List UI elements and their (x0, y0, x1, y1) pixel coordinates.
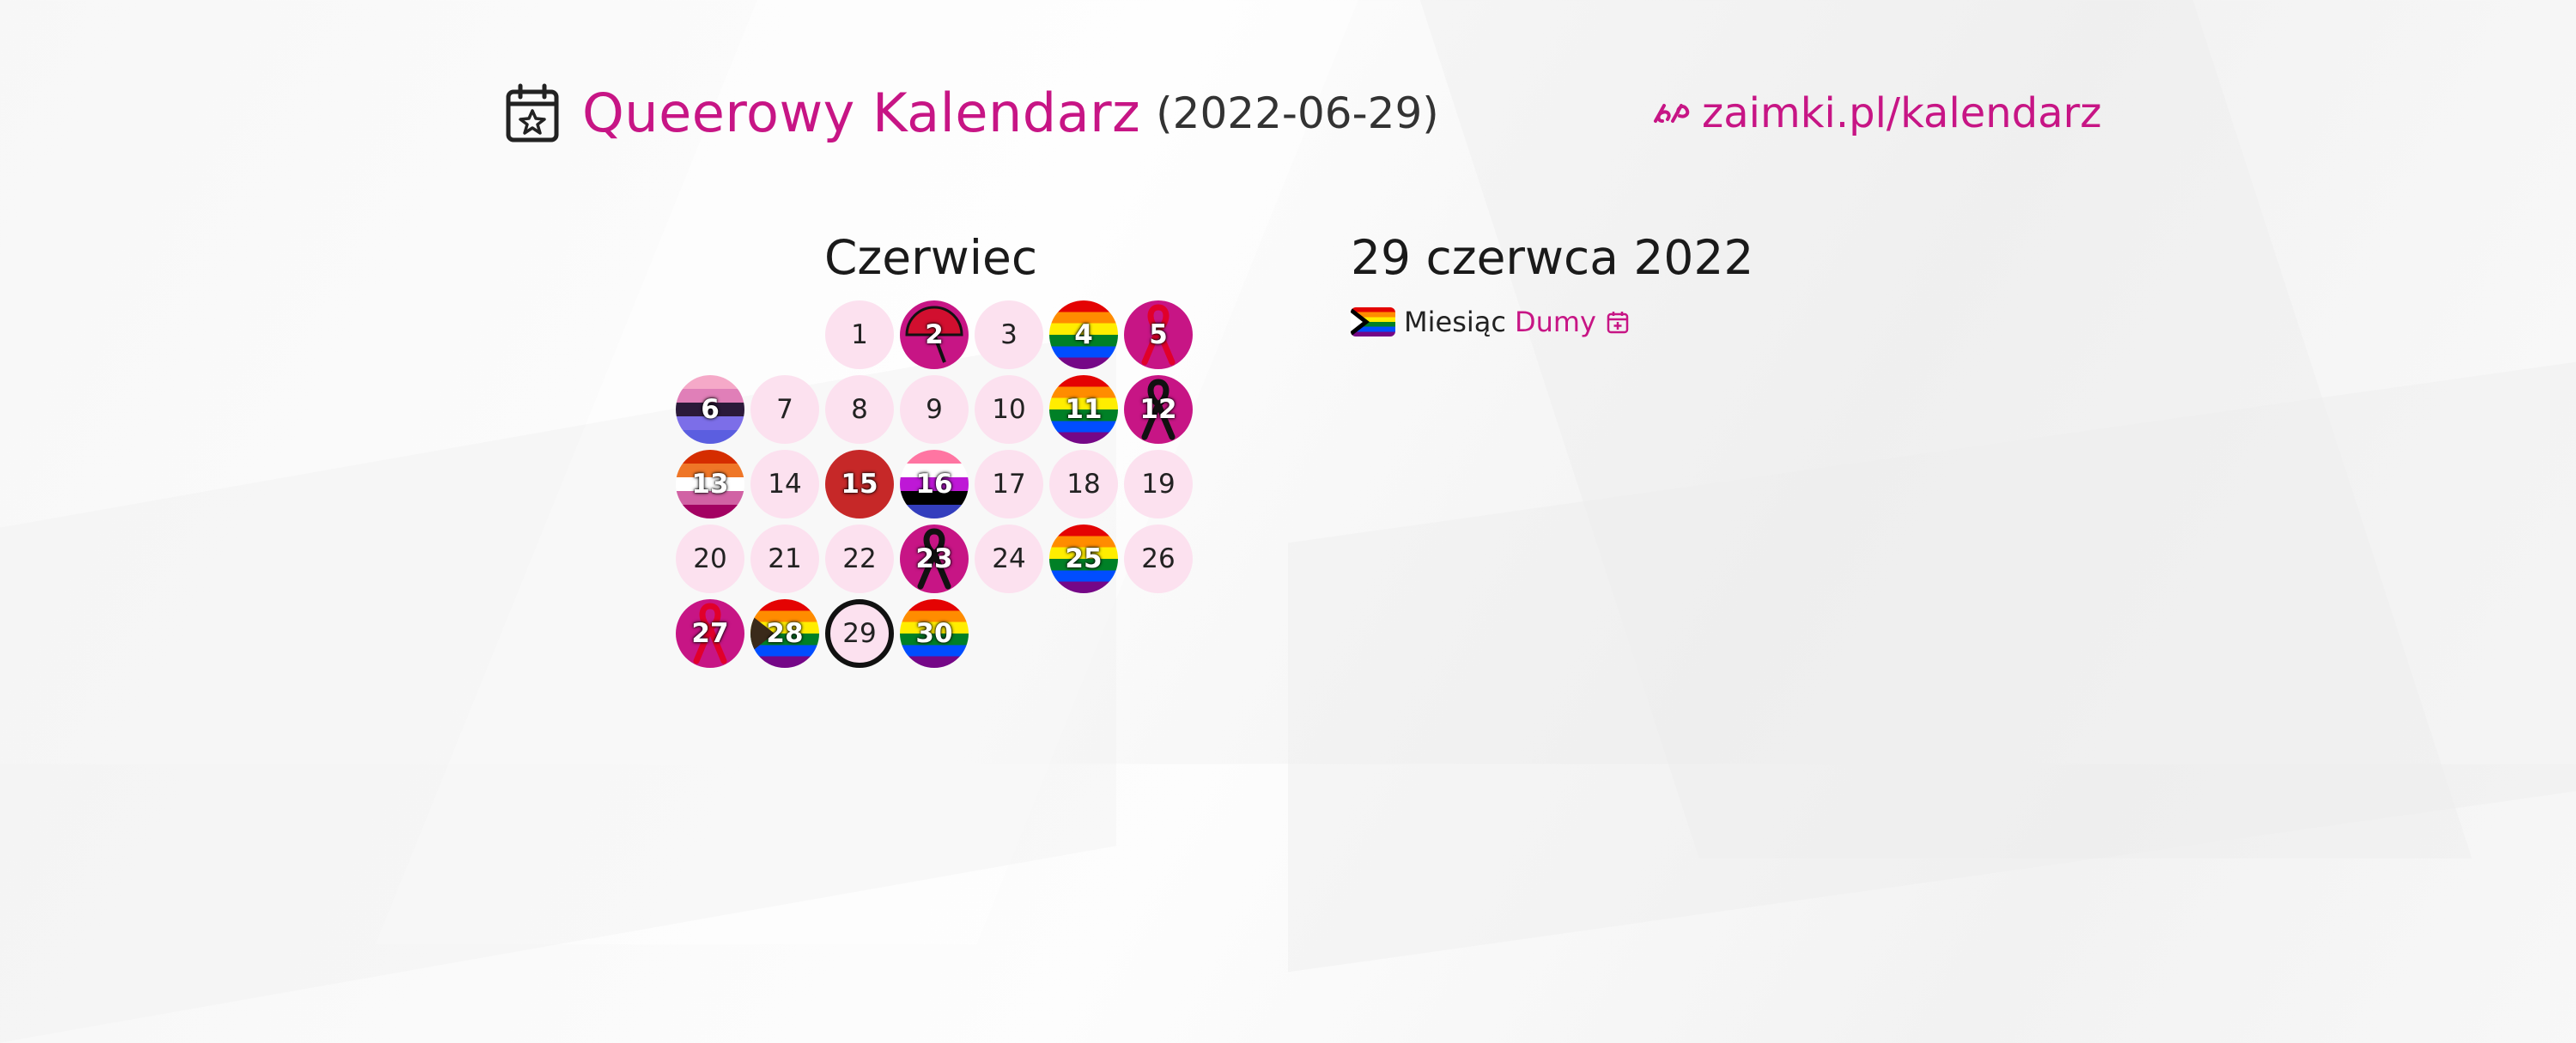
header: Queerowy Kalendarz (2022-06-29) (505, 82, 1439, 144)
calendar-day-label: 16 (915, 469, 953, 500)
calendar-day-label: 29 (842, 618, 877, 649)
red-ribbon-icon (1141, 304, 1176, 366)
calendar-day[interactable]: 19 (1124, 450, 1193, 518)
calendar-day-label: 5 (1149, 319, 1168, 350)
page-title: Queerowy Kalendarz (582, 82, 1141, 144)
calendar-day-label: 19 (1141, 469, 1176, 500)
calendar-day-label: 1 (851, 319, 868, 350)
event-label: Miesiąc (1404, 306, 1506, 338)
red-ribbon-icon (693, 603, 727, 664)
calendar-day[interactable]: 11 (1049, 375, 1118, 444)
calendar-day[interactable]: 16 (900, 450, 969, 518)
calendar-day[interactable]: 21 (750, 525, 819, 593)
site-url[interactable]: zaimki.pl/kalendarz (1702, 89, 2102, 137)
calendar-day[interactable]: 14 (750, 450, 819, 518)
calendar-day-label: 6 (701, 394, 720, 425)
calendar-day[interactable]: 10 (975, 375, 1043, 444)
calendar-day-label: 20 (693, 543, 727, 574)
calendar-day[interactable]: 1 (825, 300, 894, 369)
calendar-day-label: 7 (776, 394, 793, 425)
calendar-day[interactable]: 18 (1049, 450, 1118, 518)
selected-date-title: 29 czerwca 2022 (1351, 230, 1754, 285)
calendar-day[interactable]: 9 (900, 375, 969, 444)
calendar-day-label: 24 (992, 543, 1026, 574)
calendar-day[interactable]: 27 (676, 599, 744, 668)
calendar-day[interactable]: 25 (1049, 525, 1118, 593)
calendar-day-label: 4 (1074, 319, 1093, 350)
calendar-add-icon[interactable] (1607, 310, 1629, 334)
calendar-day[interactable]: 6 (676, 375, 744, 444)
calendar-day-label: 11 (1065, 394, 1103, 425)
chevron-overlay (750, 615, 775, 652)
site-link[interactable]: zaimki.pl/kalendarz (1652, 89, 2102, 137)
calendar-day[interactable]: 23 (900, 525, 969, 593)
background-shape (1288, 349, 2576, 973)
calendar-day[interactable]: 15 (825, 450, 894, 518)
event-item: Miesiąc Dumy (1351, 306, 1629, 338)
calendar-day-label: 23 (915, 543, 953, 574)
calendar-day-label: 14 (768, 469, 802, 500)
calendar-day[interactable]: 5 (1124, 300, 1193, 369)
calendar-day-label: 17 (992, 469, 1026, 500)
calendar-day[interactable]: 20 (676, 525, 744, 593)
calendar-day-label: 8 (851, 394, 868, 425)
calendar-day-label: 26 (1141, 543, 1176, 574)
calendar-day[interactable]: 12 (1124, 375, 1193, 444)
calendar-day[interactable]: 22 (825, 525, 894, 593)
calendar-day-label: 15 (841, 469, 878, 500)
calendar-day-label: 27 (691, 618, 729, 649)
calendar-day-label: 30 (915, 618, 953, 649)
calendar-day-label: 22 (842, 543, 877, 574)
calendar-day[interactable]: 3 (975, 300, 1043, 369)
calendar-day-label: 18 (1066, 469, 1101, 500)
calendar-day-label: 2 (925, 319, 944, 350)
calendar-day-label: 10 (992, 394, 1026, 425)
calendar-day-label: 9 (926, 394, 943, 425)
calendar-day[interactable]: 7 (750, 375, 819, 444)
calendar-day[interactable]: 26 (1124, 525, 1193, 593)
calendar-day[interactable]: 28 (750, 599, 819, 668)
calendar-day-label: 25 (1065, 543, 1103, 574)
progress-pride-flag-icon (1351, 307, 1395, 337)
calendar-day[interactable]: 13 (676, 450, 744, 518)
calendar-day-label: 13 (691, 469, 729, 500)
black-ribbon-icon (917, 528, 951, 590)
calendar-star-icon (506, 83, 559, 142)
calendar-grid: 1 2 3 4 5 6 7 8 9 10 11 12 13 14 15 16 17 18 19 20 21 22 23 24 2… (676, 300, 1193, 668)
zaimki-logo-icon (1654, 104, 1690, 123)
red-umbrella-icon (905, 306, 963, 363)
calendar-day[interactable]: 29 (825, 599, 894, 668)
calendar-day-label: 3 (1000, 319, 1018, 350)
black-ribbon-icon (1141, 379, 1176, 440)
calendar-day[interactable]: 24 (975, 525, 1043, 593)
calendar-day[interactable]: 8 (825, 375, 894, 444)
calendar-day-label: 28 (766, 618, 804, 649)
calendar-day[interactable]: 4 (1049, 300, 1118, 369)
calendar-day[interactable]: 17 (975, 450, 1043, 518)
calendar-day-label: 12 (1139, 394, 1177, 425)
event-link[interactable]: Dumy (1514, 306, 1596, 338)
month-title: Czerwiec (824, 230, 1038, 285)
calendar-day[interactable]: 2 (900, 300, 969, 369)
page-date: (2022-06-29) (1156, 88, 1439, 138)
calendar-day[interactable]: 30 (900, 599, 969, 668)
calendar-day-label: 21 (768, 543, 802, 574)
